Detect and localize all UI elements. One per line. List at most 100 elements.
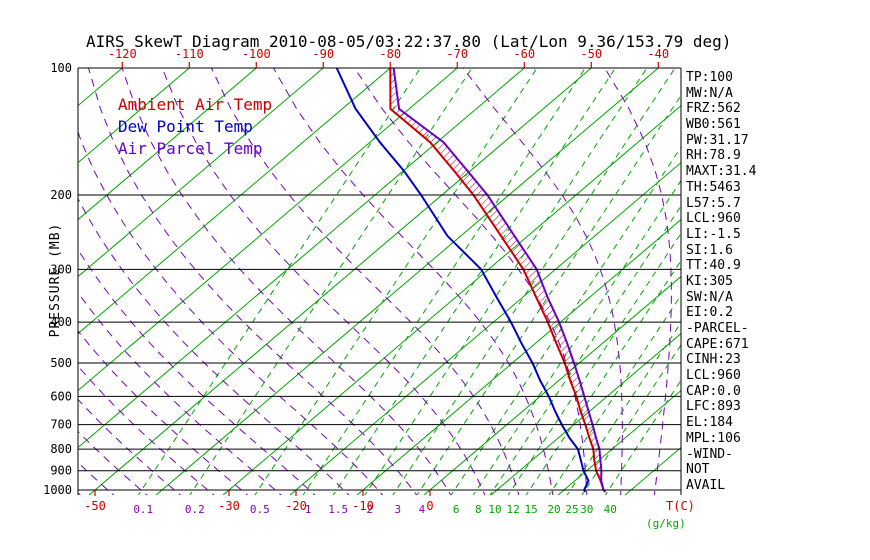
stat-line: CAP:0.0 xyxy=(686,383,741,399)
stat-line: MW:N/A xyxy=(686,85,733,101)
top-temp-tick-label: -60 xyxy=(513,47,535,61)
moist-adiabat-line xyxy=(88,67,418,495)
bottom-temp-tick-label: -30 xyxy=(218,499,240,513)
pressure-tick-label: 200 xyxy=(50,188,72,202)
stat-line: LI:-1.5 xyxy=(686,226,741,242)
bottom-temp-tick-label: -50 xyxy=(84,499,106,513)
mixing-ratio-tick-label: 40 xyxy=(604,503,617,516)
mixing-ratio-tick-label: 30 xyxy=(580,503,593,516)
pressure-tick-label: 400 xyxy=(50,315,72,329)
moist-adiabat-line xyxy=(78,197,350,495)
mixing-ratio-line xyxy=(489,205,681,495)
mixing-ratio-line xyxy=(525,259,681,495)
isotherm-line xyxy=(423,275,681,495)
stat-line: FRZ:562 xyxy=(686,101,741,117)
legend-air-parcel-temp: Air Parcel Temp xyxy=(118,139,263,158)
moist-adiabat-line xyxy=(604,67,672,495)
mixing-ratio-tick-label: 0.2 xyxy=(185,503,205,516)
mixing-ratio-tick-label: 1.5 xyxy=(328,503,348,516)
series-dew-point-temp xyxy=(335,67,590,493)
moist-adiabat-line xyxy=(78,130,384,495)
chart-title: AIRS SkewT Diagram 2010-08-05/03:22:37.8… xyxy=(86,32,731,51)
top-temp-tick-label: -90 xyxy=(312,47,334,61)
moist-adiabat-line xyxy=(161,67,486,495)
pressure-tick-label: 600 xyxy=(50,389,72,403)
isotherm-line xyxy=(490,332,681,495)
mixing-ratio-line xyxy=(254,67,538,495)
moist-adiabat-line xyxy=(78,248,316,495)
mixing-ratio-line xyxy=(450,146,681,495)
pressure-tick-label: 800 xyxy=(50,442,72,456)
stat-line: EL:184 xyxy=(686,415,733,431)
temp-unit-label: T(C) xyxy=(666,499,695,513)
mixing-ratio-tick-label: 0.1 xyxy=(133,503,153,516)
isotherm-line xyxy=(78,67,391,335)
mixing-ratio-line xyxy=(364,67,648,495)
mixing-ratio-line xyxy=(416,94,681,495)
cape-hatch-area xyxy=(390,68,602,481)
mixing-ratio-tick-label: 1 xyxy=(305,503,312,516)
isotherm-line xyxy=(155,67,659,495)
moist-adiabat-line xyxy=(210,67,520,495)
stat-line: TH:5463 xyxy=(686,179,741,195)
mixing-ratio-tick-label: 12 xyxy=(506,503,519,516)
stat-line: -PARCEL- xyxy=(686,321,749,336)
stat-line: EI:0.2 xyxy=(686,305,733,321)
top-temp-tick-label: -120 xyxy=(108,47,137,61)
mixing-ratio-tick-label: 3 xyxy=(395,503,402,516)
stat-line: MAXT:31.4 xyxy=(686,164,757,180)
pressure-tick-label: 700 xyxy=(50,418,72,432)
isotherm-line xyxy=(78,67,257,221)
bottom-temp-tick-label: 0 xyxy=(426,499,433,513)
moist-adiabat-line xyxy=(78,365,215,495)
pressure-tick-label: 100 xyxy=(50,61,72,75)
mixing-ratio-line xyxy=(472,179,681,495)
top-temp-tick-label: -70 xyxy=(446,47,468,61)
mixing-ratio-line xyxy=(189,67,473,495)
mixing-ratio-tick-label: 20 xyxy=(547,503,560,516)
moist-adiabat-line xyxy=(78,398,182,495)
stat-line: LFC:893 xyxy=(686,399,741,415)
top-temp-tick-label: -110 xyxy=(175,47,204,61)
legend-ambient-air-temp: Ambient Air Temp xyxy=(118,95,272,114)
bottom-temp-tick-label: -10 xyxy=(352,499,374,513)
mixing-ratio-tick-label: 15 xyxy=(525,503,538,516)
pressure-tick-label: 500 xyxy=(50,356,72,370)
stat-line: -WIND- xyxy=(686,446,733,462)
stat-line: PW:31.17 xyxy=(686,132,749,148)
stat-line: LCL:960 xyxy=(686,211,741,227)
moist-adiabat-line xyxy=(78,492,81,495)
mixing-ratio-tick-label: 0.5 xyxy=(250,503,270,516)
moist-adiabat-line xyxy=(273,67,554,495)
mixing-ratio-tick-label: 6 xyxy=(453,503,460,516)
moist-adiabat-line xyxy=(78,330,249,495)
mixing-ratio-line xyxy=(137,67,421,495)
pressure-tick-label: 1000 xyxy=(43,483,72,497)
mixing-ratio-tick-label: 25 xyxy=(565,503,578,516)
moist-adiabat-line xyxy=(121,67,452,495)
stat-line: NOT xyxy=(686,462,710,478)
axis-layer xyxy=(77,62,682,496)
series-ambient-air-temp xyxy=(389,67,607,493)
stat-line: TT:40.9 xyxy=(686,258,741,274)
top-temp-tick-label: -80 xyxy=(379,47,401,61)
stat-line: SI:1.6 xyxy=(686,242,733,258)
mixing-ratio-tick-label: 4 xyxy=(419,503,426,516)
isotherm-line xyxy=(222,104,681,495)
isotherm-line xyxy=(88,67,592,495)
tick-labels-layer: 0.1 0.2 0.5 1 1.5 2 3 4 6 8 10 12 15 20 25 30 40 100 200 30… xyxy=(43,47,669,516)
isotherm-line xyxy=(78,67,324,278)
stat-line: MPL:106 xyxy=(686,430,741,446)
stat-line: KI:305 xyxy=(686,273,733,289)
stat-line: L57:5.7 xyxy=(686,195,741,211)
pressure-tick-label: 900 xyxy=(50,464,72,478)
stats-panel: TP:100 MW:N/A FRZ:562 WB0:561 PW:31.17 RH:78.… xyxy=(686,70,866,494)
stat-line: WB0:561 xyxy=(686,117,741,133)
mixing-ratio-tick-label: 2 xyxy=(366,503,373,516)
mixing-ratio-line xyxy=(507,232,681,495)
isotherm-line xyxy=(78,67,525,449)
pressure-axis-label: PRESSURE (MB) xyxy=(48,223,63,338)
moist-adiabat-line xyxy=(78,430,148,495)
